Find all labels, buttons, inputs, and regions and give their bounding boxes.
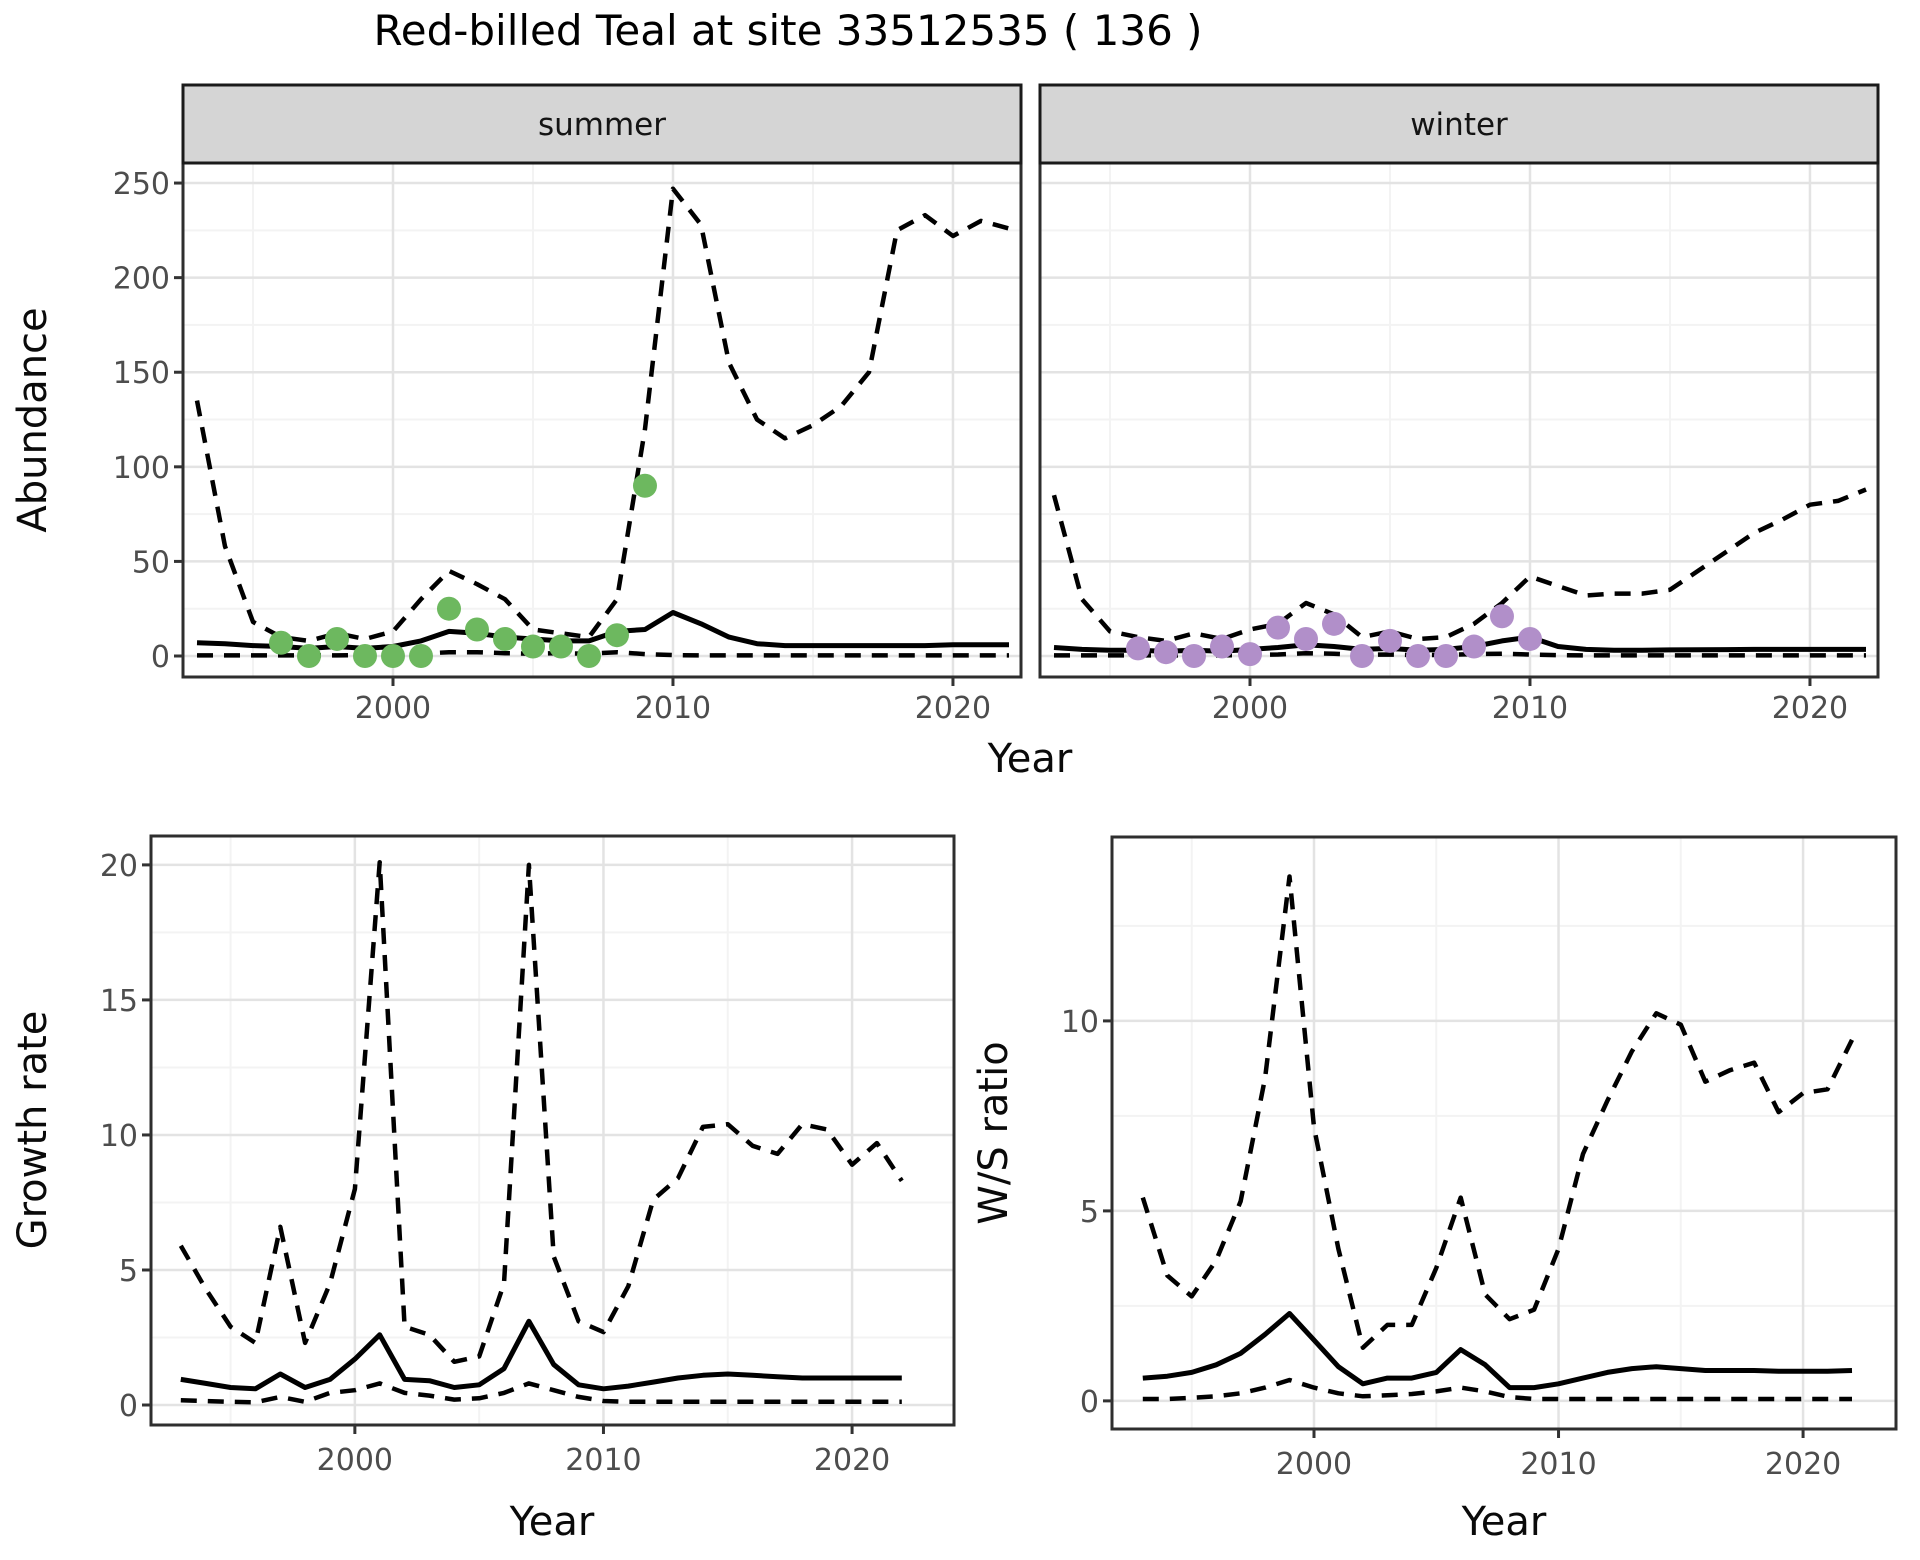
observation-point	[1517, 626, 1542, 651]
y-axis-title-growth-rate: Growth rate	[10, 1011, 56, 1250]
observation-point	[1433, 644, 1458, 669]
upper-ci-line	[178, 859, 904, 1365]
x-tick-label: 2010	[1520, 1447, 1596, 1482]
y-axis-title-ws-ratio: W/S ratio	[971, 1041, 1017, 1224]
y-tick-label: 150	[113, 356, 170, 391]
y-tick-label: 5	[119, 1254, 138, 1289]
observation-point	[1153, 640, 1178, 665]
y-tick-label: 10	[100, 1119, 138, 1154]
observation-point	[1321, 611, 1346, 636]
observation-point	[1293, 626, 1318, 651]
y-axis-title-abundance: Abundance	[10, 307, 56, 532]
observation-point	[380, 644, 405, 669]
y-tick-label: 100	[113, 451, 170, 486]
x-tick-label: 2020	[814, 1443, 890, 1478]
x-tick-label: 2010	[565, 1443, 641, 1478]
observation-point	[1489, 604, 1514, 629]
x-axis-title-year-top: Year	[987, 736, 1073, 782]
x-tick-label: 2000	[1212, 691, 1288, 726]
observation-point	[548, 634, 573, 659]
x-tick-label: 2020	[1772, 691, 1848, 726]
x-tick-label: 2020	[1765, 1447, 1841, 1482]
panel-background	[1112, 837, 1896, 1429]
x-tick-label: 2000	[355, 691, 431, 726]
observation-point	[464, 617, 489, 642]
observation-point	[296, 644, 321, 669]
facet-panel-w-s-ratio: 2000 2010 2020 0 5 10	[1061, 835, 1898, 1482]
observation-point	[1265, 615, 1290, 640]
observation-point	[492, 626, 517, 651]
observation-point	[1461, 634, 1486, 659]
x-tick-label: 2010	[1492, 691, 1568, 726]
observation-point	[1349, 644, 1374, 669]
y-tick-label: 20	[100, 849, 138, 884]
observation-point	[436, 596, 461, 621]
panel-border	[1110, 835, 1898, 1431]
estimate-line	[180, 1318, 902, 1392]
observation-point	[408, 644, 433, 669]
y-tick-label: 15	[100, 984, 138, 1019]
facet-panel-summer: summer 2000 2010 2020 0 50 100 150 200 250	[113, 83, 1023, 726]
y-tick-label: 0	[1080, 1385, 1099, 1420]
y-tick-label: 50	[132, 545, 170, 580]
panel-background	[151, 836, 954, 1425]
y-tick-label: 0	[119, 1389, 138, 1424]
facet-panel-growth-rate: 2000 2010 2020 0 5 10 15 20	[100, 834, 956, 1478]
upper-ci-line	[1051, 487, 1867, 644]
y-tick-label: 250	[113, 167, 170, 202]
facet-strip	[1038, 83, 1880, 165]
facet-strip	[181, 83, 1023, 165]
observation-point	[604, 623, 629, 648]
x-axis-title-year-bottom-left: Year	[509, 1499, 595, 1545]
facet-strip-label: summer	[538, 107, 666, 143]
observation-point	[1405, 644, 1430, 669]
x-tick-label: 2000	[317, 1443, 393, 1478]
observation-point	[576, 644, 601, 669]
observation-point	[632, 473, 657, 498]
panel-border	[149, 834, 956, 1427]
observation-point	[520, 634, 545, 659]
y-tick-label: 200	[113, 262, 170, 297]
y-tick-label: 5	[1080, 1195, 1099, 1230]
y-tick-label: 0	[151, 640, 170, 675]
observation-point	[1181, 644, 1206, 669]
x-tick-label: 2020	[915, 691, 991, 726]
y-tick-label: 10	[1061, 1005, 1099, 1040]
lower-ci-line	[180, 1381, 902, 1405]
upper-ci-line	[194, 186, 1010, 644]
observation-point	[1237, 642, 1262, 667]
observation-point	[352, 644, 377, 669]
estimate-line	[1142, 1311, 1853, 1391]
facet-panel-winter: winter 2000 2010 2020	[1038, 83, 1880, 726]
figure-title: Red-billed Teal at site 33512535 ( 136 )	[373, 6, 1203, 55]
upper-ci-line	[1140, 874, 1855, 1350]
facet-strip-label: winter	[1410, 107, 1508, 143]
lower-ci-line	[1142, 1377, 1852, 1402]
lower-ci-line	[197, 649, 1009, 658]
x-axis-title-year-bottom-right: Year	[1461, 1499, 1547, 1545]
observation-point	[1209, 634, 1234, 659]
observation-point	[268, 630, 293, 655]
x-tick-label: 2010	[635, 691, 711, 726]
x-tick-label: 2000	[1276, 1447, 1352, 1482]
observation-point	[324, 626, 349, 651]
observation-point	[1377, 628, 1402, 653]
observation-point	[1125, 636, 1150, 661]
